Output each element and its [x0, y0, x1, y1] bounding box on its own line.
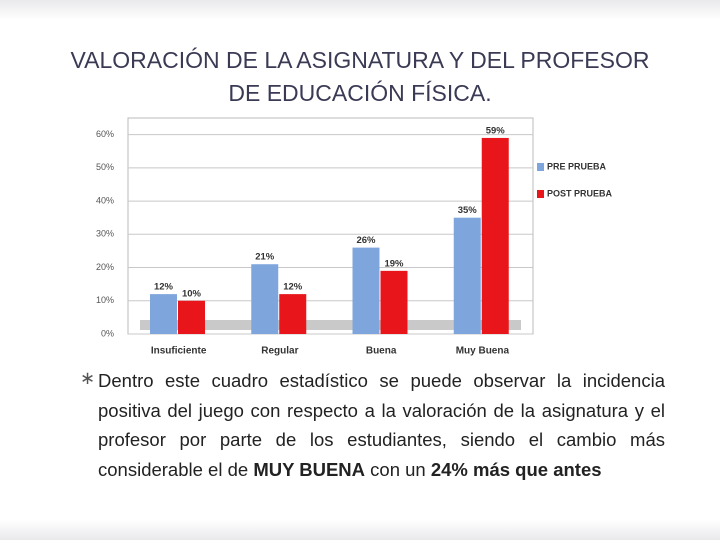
data-label: 10% [182, 288, 202, 299]
y-tick-label: 10% [96, 295, 114, 305]
legend-background [535, 110, 623, 198]
text-run: MUY BUENA [253, 458, 366, 480]
bar [251, 264, 279, 334]
legend-swatch [537, 190, 544, 198]
text-run: con un [365, 458, 431, 480]
title-line: VALORACIÓN DE LA ASIGNATURA Y DEL PROFES… [70, 47, 650, 73]
floor [140, 320, 521, 330]
x-tick-label: Muy Buena [456, 346, 510, 357]
bar [279, 294, 307, 334]
bullet-text: Dentro este cuadro estadístico se puede … [98, 366, 665, 484]
text-run: Dentro este cuadro estadístico se puede … [98, 370, 665, 480]
data-label: 12% [154, 282, 174, 293]
data-label: 26% [356, 235, 376, 246]
bar [453, 217, 481, 334]
y-tick-label: 50% [96, 162, 114, 172]
y-tick-label: 60% [96, 129, 114, 139]
bar [380, 270, 408, 334]
data-label: 59% [486, 125, 506, 136]
data-label: 19% [384, 258, 404, 269]
bullet-marker: ∗ [80, 368, 96, 388]
legend-swatch [537, 163, 544, 171]
text-run: 24% más que antes [430, 458, 602, 480]
bar [481, 137, 509, 334]
data-label: 21% [255, 252, 275, 263]
y-tick-label: 0% [101, 328, 114, 338]
y-tick-label: 40% [96, 195, 114, 205]
y-tick-label: 20% [96, 262, 114, 272]
legend-label: PRE PRUEBA [547, 161, 607, 171]
bar [150, 294, 177, 334]
data-label: 35% [458, 205, 478, 216]
x-tick-label: Insuficiente [151, 346, 207, 357]
y-tick-label: 30% [96, 229, 114, 239]
slide-title: VALORACIÓN DE LA ASIGNATURA Y DEL PROFES… [20, 44, 700, 110]
data-label: 12% [283, 282, 303, 293]
legend-label: POST PRUEBA [547, 188, 613, 198]
bar [352, 247, 380, 334]
x-tick-label: Buena [366, 346, 397, 357]
title-line: DE EDUCACIÓN FÍSICA. [228, 80, 492, 106]
x-tick-label: Regular [261, 346, 298, 357]
bar [178, 300, 205, 334]
